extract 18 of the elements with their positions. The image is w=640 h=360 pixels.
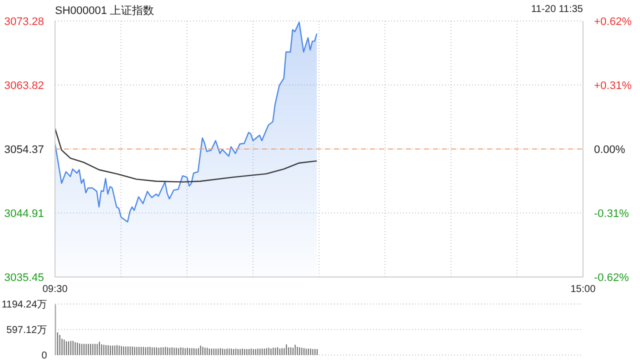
y2-tick-label: -0.31% [594, 208, 630, 220]
y-tick-label: 0 [41, 350, 48, 360]
text: 11-20 11:35 [531, 4, 583, 15]
y2-tick-label: +0.31% [594, 80, 632, 92]
y2-tick-label: -0.62% [594, 272, 630, 284]
y-tick-label: 597.12万 [6, 325, 47, 336]
y-tick-label: 3044.91 [4, 208, 44, 220]
y-tick-label: 3073.28 [4, 16, 44, 28]
y-tick-label: 3054.37 [4, 144, 44, 156]
x-tick-label: 15:00 [570, 284, 596, 296]
x-tick-label: 09:30 [42, 284, 68, 296]
y2-tick-label: 0.00% [594, 144, 626, 156]
chart-title: SH000001 上证指数 [55, 4, 154, 18]
line-series [55, 128, 318, 183]
y-tick-label: 3035.45 [4, 272, 44, 284]
y-tick-label: 3063.82 [4, 80, 44, 92]
y2-tick-label: +0.62% [594, 16, 632, 28]
y-tick-label: 1194.24万 [2, 300, 47, 311]
